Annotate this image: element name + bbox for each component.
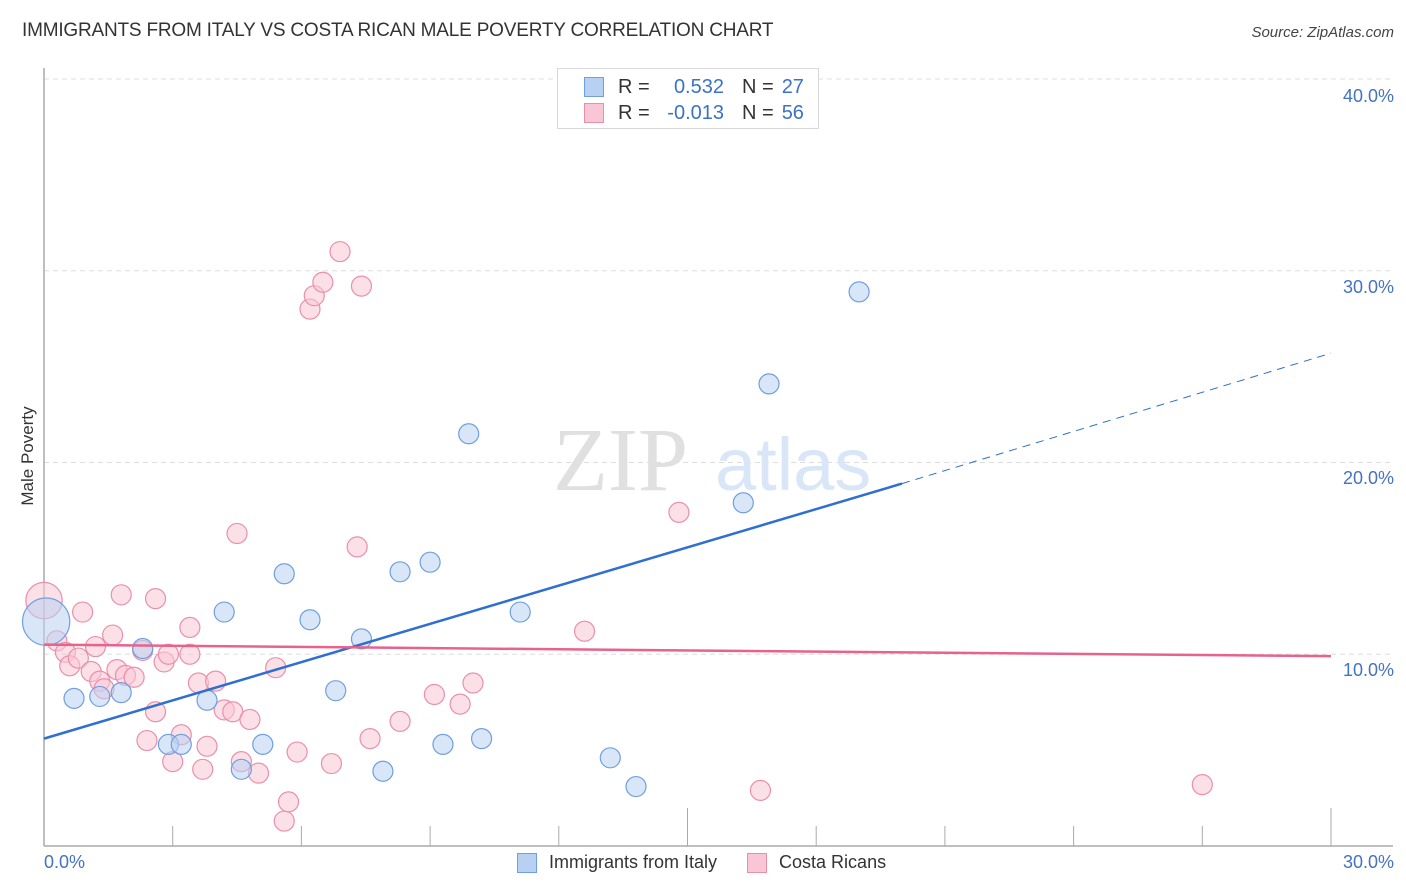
r-label: R = [618,101,650,124]
data-point [625,775,647,798]
svg-text:atlas: atlas [715,423,871,506]
x-tick-max: 30.0% [1342,852,1394,872]
axes [43,68,1393,847]
data-point [329,240,351,263]
data-point [432,733,454,755]
data-point [668,501,690,523]
r-label: R = [618,75,650,98]
n-label: N = [742,101,774,124]
watermark: ZIP atlas [553,411,871,510]
data-point [273,810,295,832]
data-point [449,693,471,715]
y-tick-40: 40.0% [1342,86,1394,106]
data-point [372,760,394,782]
data-point [462,672,484,694]
data-point [1191,774,1213,796]
y-tick-20: 20.0% [1342,468,1394,488]
data-point [157,643,180,665]
data-point [21,597,71,646]
data-point [350,275,373,297]
source-label: Source: ZipAtlas.com [1251,24,1394,41]
data-point [749,779,772,801]
data-point [196,735,218,757]
data-point [758,373,780,395]
data-point [102,624,124,646]
italy-immigrants-points [21,281,870,798]
legend-item-italy[interactable]: Immigrants from Italy [517,852,717,873]
data-point [325,680,347,702]
legend-row-costa-ricans: R = -0.013 N = 56 [584,101,804,125]
costa-ricans-trend-line [43,643,1332,658]
data-point [273,563,295,585]
data-point [230,758,252,780]
data-point [320,752,343,775]
data-point [132,637,154,660]
gridlines [44,78,1393,655]
chart-title: IMMIGRANTS FROM ITALY VS COSTA RICAN MAL… [22,20,774,41]
data-point [470,728,493,750]
italy-swatch-icon [517,852,537,873]
data-point [84,635,107,658]
r-value: -0.013 [667,101,724,124]
svg-text:ZIP: ZIP [553,411,688,510]
trend-lines [43,352,1332,740]
legend-label: Costa Ricans [779,852,887,872]
data-point [179,616,201,639]
data-point [110,584,132,606]
data-point [239,708,261,731]
legend-row-italy: R = 0.532 N = 27 [584,75,804,99]
data-point [599,747,621,769]
data-point [346,536,368,558]
x-tick-min: 0.0% [44,852,86,872]
series-legend: Immigrants from Italy Costa Ricans [517,852,916,873]
n-value: 27 [781,75,804,98]
correlation-legend: R = 0.532 N = 27 R = -0.013 N = 56 [557,68,819,129]
data-point [359,728,381,750]
data-point [312,271,334,293]
italy-trend-extension [901,352,1332,485]
data-point [848,281,870,303]
data-point [458,423,480,445]
italy-trend-line [43,482,903,740]
data-point [509,601,531,623]
data-point [170,733,192,755]
data-point [277,791,300,813]
data-point [226,522,248,545]
data-point [732,492,754,514]
data-point [213,601,235,623]
data-point [389,561,411,583]
r-value: 0.532 [673,75,724,98]
legend-item-costa-ricans[interactable]: Costa Ricans [747,852,886,873]
costa-ricans-swatch-icon [747,852,768,873]
data-point [136,729,158,752]
data-point [179,643,201,665]
n-label: N = [742,75,774,98]
italy-swatch-icon [584,77,604,97]
costa-ricans-points [25,240,1213,832]
data-point [72,601,94,623]
data-point [110,681,132,704]
data-point [423,683,445,706]
data-point [144,588,167,610]
data-point [252,733,274,755]
data-point [389,710,411,732]
costa-ricans-swatch-icon [584,103,604,123]
data-point [573,620,596,642]
data-point [247,762,270,784]
data-point [63,687,85,709]
data-point [192,758,214,780]
data-point [419,551,441,573]
data-point [89,685,111,708]
data-point [123,666,145,688]
legend-label: Immigrants from Italy [549,852,718,872]
y-tick-10: 10.0% [1342,660,1394,680]
n-value: 56 [781,101,804,124]
data-point [67,647,89,669]
data-point [286,741,308,763]
y-axis-label: Male Poverty [18,406,37,506]
data-point [299,609,321,631]
y-tick-30: 30.0% [1342,277,1394,297]
